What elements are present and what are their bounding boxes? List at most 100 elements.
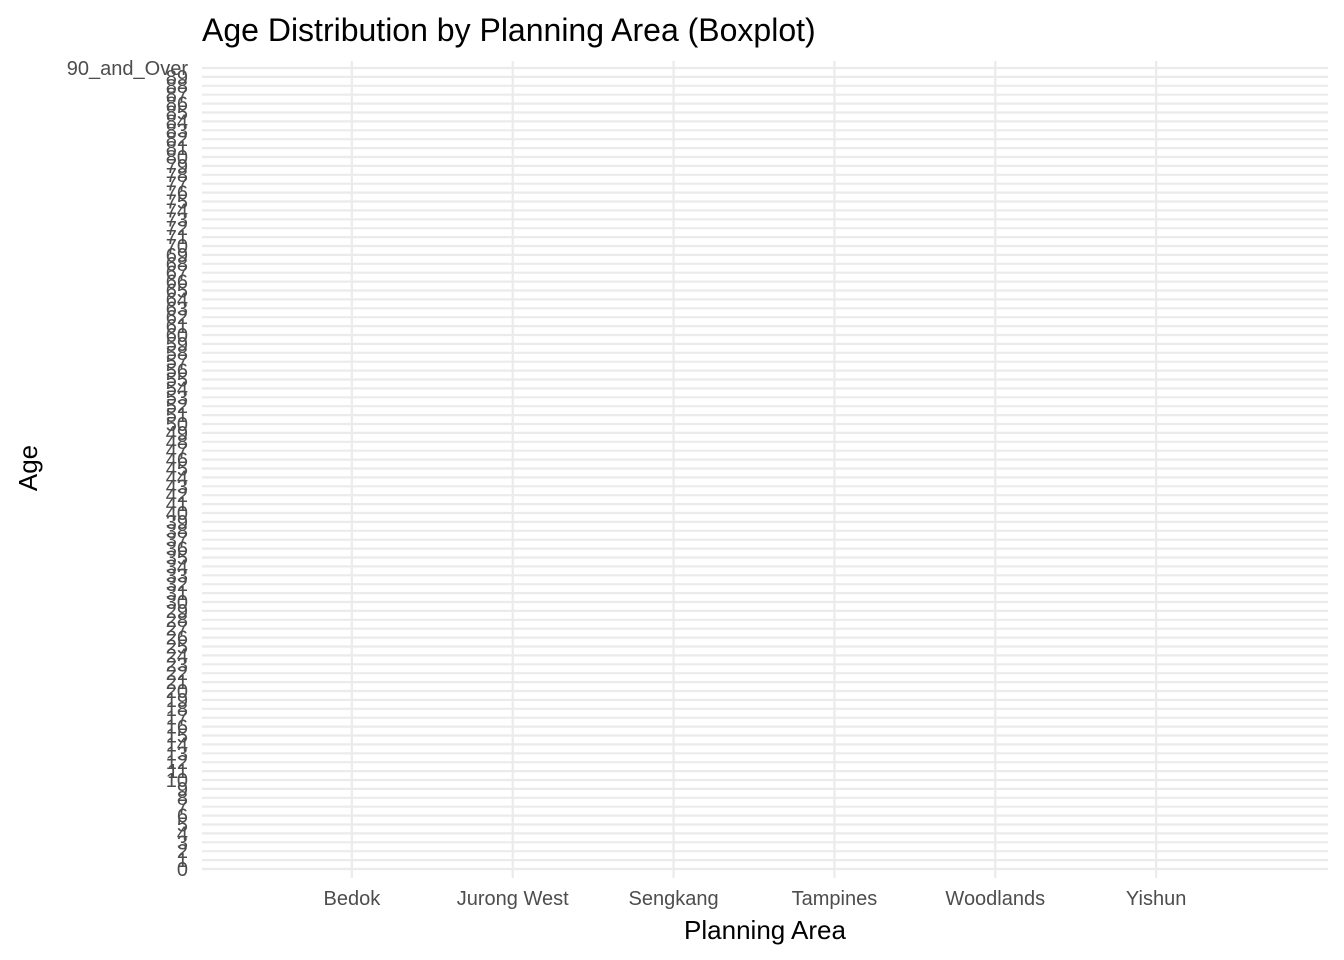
y-tick-label: 84	[166, 111, 188, 133]
y-tick-label: 34	[166, 556, 188, 578]
y-tick-label: 20	[166, 681, 188, 703]
y-tick-label: 58	[166, 343, 188, 365]
y-tick-label: 56	[166, 361, 188, 383]
x-tick-label: Tampines	[792, 888, 878, 910]
y-tick-label: 71	[166, 227, 188, 249]
y-tick-label: 46	[166, 450, 188, 472]
y-tick-label: 89	[166, 67, 188, 89]
y-tick-label: 19	[166, 690, 188, 712]
y-tick-label: 32	[166, 574, 188, 596]
y-tick-label: 85	[166, 103, 188, 125]
y-tick-label: 5	[177, 815, 188, 837]
y-tick-label: 35	[166, 548, 188, 570]
y-tick-label: 36	[166, 539, 188, 561]
y-tick-label: 30	[166, 592, 188, 614]
y-tick-label: 15	[166, 726, 188, 748]
y-tick-label: 70	[166, 236, 188, 258]
y-tick-label: 29	[166, 601, 188, 623]
y-tick-label: 90_and_Over	[67, 58, 189, 80]
y-tick-label: 87	[166, 85, 188, 107]
y-tick-label: 10	[166, 770, 188, 792]
x-tick-label: Woodlands	[945, 888, 1045, 910]
y-tick-label: 4	[177, 823, 188, 845]
x-tick-label: Sengkang	[629, 888, 719, 910]
y-tick-label: 64	[166, 289, 188, 311]
y-tick-label: 62	[166, 307, 188, 329]
y-tick-label: 47	[166, 441, 188, 463]
x-tick-labels: Bedok Jurong West Sengkang Tampines Woodland…	[323, 888, 1186, 910]
y-tick-label: 39	[166, 512, 188, 534]
y-tick-label: 6	[177, 806, 188, 828]
y-tick-label: 12	[166, 752, 188, 774]
y-axis-title: Age	[13, 445, 43, 491]
y-tick-label: 83	[166, 120, 188, 142]
y-tick-label: 8	[177, 788, 188, 810]
y-tick-label: 37	[166, 530, 188, 552]
y-tick-label: 81	[166, 138, 188, 160]
y-tick-label: 51	[166, 405, 188, 427]
y-tick-label: 26	[166, 628, 188, 650]
y-tick-label: 33	[166, 565, 188, 587]
y-tick-label: 24	[166, 645, 188, 667]
y-tick-label: 55	[166, 370, 188, 392]
y-tick-label: 63	[166, 298, 188, 320]
y-tick-label: 66	[166, 272, 188, 294]
y-tick-label: 42	[166, 485, 188, 507]
y-tick-label: 41	[166, 494, 188, 516]
y-tick-label: 21	[166, 672, 188, 694]
y-tick-label: 79	[166, 156, 188, 178]
y-tick-label: 74	[166, 200, 188, 222]
y-tick-label: 59	[166, 334, 188, 356]
y-tick-label: 43	[166, 476, 188, 498]
y-tick-label: 73	[166, 209, 188, 231]
y-tick-label: 3	[177, 832, 188, 854]
y-tick-label: 65	[166, 281, 188, 303]
y-tick-label: 17	[166, 708, 188, 730]
y-tick-label: 53	[166, 387, 188, 409]
y-tick-label: 0	[177, 859, 188, 881]
y-tick-label: 18	[166, 699, 188, 721]
y-tick-label: 54	[166, 378, 188, 400]
y-tick-label: 75	[166, 192, 188, 214]
y-tick-label: 22	[166, 663, 188, 685]
y-tick-label: 1	[177, 850, 188, 872]
y-tick-label: 14	[166, 734, 188, 756]
y-tick-label: 28	[166, 610, 188, 632]
y-tick-label: 9	[177, 779, 188, 801]
x-axis-title: Planning Area	[684, 915, 846, 945]
y-tick-label: 40	[166, 503, 188, 525]
y-tick-label: 82	[166, 129, 188, 151]
y-tick-label: 2	[177, 841, 188, 863]
y-tick-label: 80	[166, 147, 188, 169]
y-tick-label: 23	[166, 654, 188, 676]
y-tick-label: 86	[166, 94, 188, 116]
y-tick-label: 49	[166, 423, 188, 445]
y-tick-label: 25	[166, 637, 188, 659]
y-tick-label: 61	[166, 316, 188, 338]
y-tick-label: 11	[167, 761, 188, 783]
x-tick-label: Bedok	[323, 888, 381, 910]
y-tick-label: 69	[166, 245, 188, 267]
y-tick-label: 48	[166, 432, 188, 454]
y-tick-label: 60	[166, 325, 188, 347]
y-tick-label: 57	[166, 352, 188, 374]
y-tick-label: 13	[166, 743, 188, 765]
y-tick-label: 76	[166, 183, 188, 205]
y-tick-labels: 0123456789101112131415161718192021222324…	[67, 58, 189, 881]
y-tick-label: 77	[166, 174, 188, 196]
y-tick-label: 7	[177, 797, 188, 819]
y-tick-label: 67	[166, 263, 188, 285]
y-tick-label: 88	[166, 76, 188, 98]
chart-title: Age Distribution by Planning Area (Boxpl…	[202, 12, 816, 48]
y-tick-label: 38	[166, 521, 188, 543]
x-tick-label: Jurong West	[457, 888, 569, 910]
y-tick-label: 50	[166, 414, 188, 436]
y-tick-label: 72	[166, 218, 188, 240]
y-tick-label: 31	[166, 583, 188, 605]
y-tick-label: 52	[166, 396, 188, 418]
y-tick-label: 27	[166, 619, 188, 641]
grid-lines	[202, 61, 1328, 878]
y-tick-label: 44	[166, 467, 188, 489]
y-tick-label: 16	[166, 717, 188, 739]
y-tick-label: 78	[166, 165, 188, 187]
